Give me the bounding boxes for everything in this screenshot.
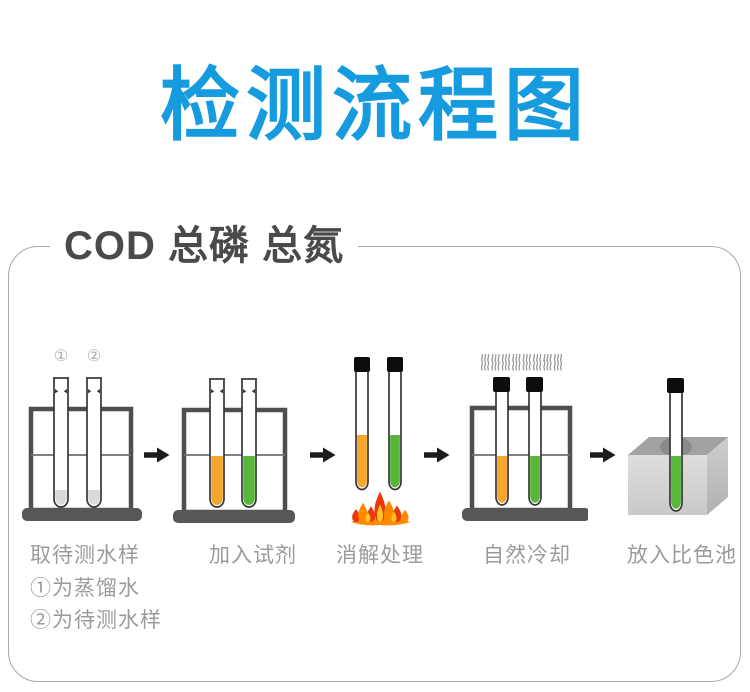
tube-cap (493, 377, 510, 392)
rack-base (22, 508, 142, 521)
green-reagent (671, 456, 681, 509)
tube-cap (526, 377, 543, 392)
box-front-face (628, 455, 707, 515)
rack-base (462, 508, 588, 521)
capped-test-tube-icon (354, 357, 370, 491)
page-title: 检测流程图 (160, 61, 590, 150)
orange-reagent (357, 435, 367, 488)
test-tube-icon (209, 378, 225, 508)
stage-caption-2: 加入试剂 (209, 544, 297, 567)
tube-mark-1: ① (54, 348, 68, 365)
stage-5-figure (628, 378, 728, 515)
stage-caption-3: 消解处理 (336, 544, 424, 567)
capped-test-tube-icon (667, 378, 684, 512)
stage-caption-5: 放入比色池 (627, 544, 737, 567)
stage-2-figure (173, 378, 295, 523)
green-reagent (243, 456, 255, 505)
note-line-2: ②为待测水样 (30, 609, 162, 632)
green-reagent (390, 435, 400, 488)
test-tube-icon (241, 378, 257, 508)
flow-arrow-icon (144, 447, 170, 463)
capped-test-tube-icon (493, 377, 510, 506)
tube-cap (354, 357, 370, 372)
water-sample (88, 490, 100, 505)
test-tube-icon (53, 377, 69, 508)
stage-4-figure (462, 353, 588, 521)
rack-base (173, 510, 295, 523)
tube-mark-2: ② (87, 348, 101, 365)
cuvette-box-icon (628, 437, 728, 515)
tube-cap (387, 357, 403, 372)
stage-caption-4: 自然冷却 (483, 544, 571, 567)
stage-1-figure: ① ② (22, 348, 142, 521)
tube-rack-icon (28, 406, 134, 513)
tube-rack-icon (181, 407, 288, 515)
capped-test-tube-icon (526, 377, 543, 506)
box-right-face (707, 437, 728, 515)
tube-rack-icon (469, 405, 573, 513)
tube-cap (667, 378, 684, 393)
flow-arrow-icon (424, 447, 450, 463)
section-heading: COD 总磷 总氮 (50, 222, 359, 270)
capped-test-tube-icon (387, 357, 403, 491)
steam-icon (480, 353, 563, 372)
stage-3-figure (351, 357, 410, 526)
green-reagent (530, 456, 540, 503)
note-line-1: ①为蒸馏水 (30, 577, 140, 600)
legend-notes: ①为蒸馏水 ②为待测水样 (30, 573, 162, 637)
flow-arrow-icon (590, 447, 616, 463)
test-tube-icon (86, 377, 102, 508)
stage-caption-1: 取待测水样 (30, 544, 140, 567)
water-sample (55, 490, 67, 505)
flame-icon (351, 491, 410, 526)
flow-arrow-icon (310, 447, 336, 463)
orange-reagent (211, 456, 223, 505)
orange-reagent (497, 456, 507, 503)
